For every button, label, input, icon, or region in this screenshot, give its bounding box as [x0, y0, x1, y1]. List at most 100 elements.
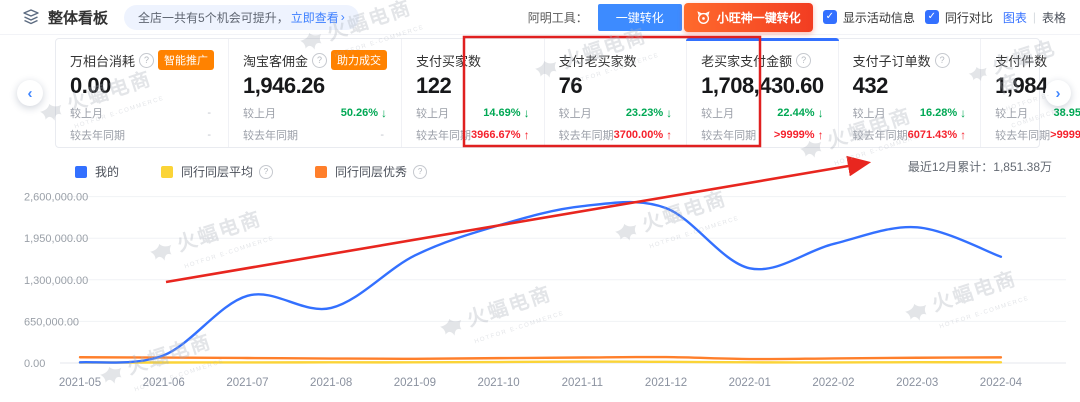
banner-text: 全店一共有5个机会可提升，: [138, 10, 289, 25]
summary-value: 1,851.38万: [993, 160, 1052, 174]
x-tick-label: 2021-08: [310, 377, 352, 389]
checkbox-checked-icon: ✓: [822, 10, 837, 24]
chart-plot-area[interactable]: [60, 190, 1065, 365]
layers-icon: [22, 8, 40, 26]
y-tick-label: 1,300,000.00: [24, 275, 88, 287]
chevron-right-icon: ›: [1055, 84, 1061, 102]
yoy-value: -: [207, 129, 212, 141]
yoy-value: 3700.00%: [613, 129, 664, 141]
mom-label: 较上月: [852, 108, 886, 120]
kpi-card-pay-buyers[interactable]: 支付买家数 122 较上月 14.69% ↓ 较去年同期 3966.67% ↑: [402, 39, 545, 147]
kpi-title: 支付子订单数: [852, 53, 931, 69]
mom-label: 较上月: [416, 108, 450, 120]
mom-label: 较上月: [70, 108, 103, 120]
kpi-title: 淘宝客佣金: [243, 53, 309, 69]
mom-value: -: [207, 107, 212, 119]
view-table-tab[interactable]: 表格: [1041, 10, 1066, 25]
x-tick-label: 2022-02: [812, 377, 854, 389]
info-icon[interactable]: ?: [312, 52, 328, 68]
legend-swatch: [161, 165, 174, 178]
mom-label: 较上月: [243, 108, 277, 120]
kpi-card-pay-old-buyers[interactable]: 支付老买家数 76 较上月 23.23% ↓ 较去年同期 3700.00% ↑: [545, 39, 688, 147]
trend-arrow-icon: ↓: [523, 106, 530, 120]
header-bar: 整体看板 全店一共有5个机会可提升， 立即查看 › 阿明工具： 一键转化 小旺神…: [0, 0, 1080, 35]
kpi-value: 1,984: [995, 73, 1048, 98]
yoy-value: 3966.67%: [471, 129, 521, 141]
trend-arrow-icon: ↓: [960, 106, 967, 120]
y-tick-label: 2,600,000.00: [24, 192, 88, 204]
kpi-badge: 智能推广: [158, 50, 215, 70]
twelve-month-total: 最近12月累计：1,851.38万: [908, 158, 1052, 175]
view-now-link[interactable]: 立即查看: [290, 10, 339, 25]
toolbar: 阿明工具： 一键转化 小旺神一键转化 ✓ 显示活动信息 ✓ 同行对比 图表 | …: [528, 2, 1066, 32]
show-activity-checkbox[interactable]: ✓ 显示活动信息: [822, 9, 915, 26]
yoy-label: 较去年同期: [852, 130, 908, 142]
yoy-label: 较去年同期: [995, 130, 1051, 142]
kpi-title: 支付买家数: [416, 53, 482, 69]
mom-value: 50.26%: [340, 107, 379, 119]
kpi-value: 1,946.26: [243, 73, 325, 98]
info-icon[interactable]: ?: [139, 52, 155, 68]
peer-compare-label: 同行对比: [944, 10, 993, 25]
trend-arrow-icon: ↓: [381, 106, 388, 120]
info-icon[interactable]: ?: [259, 164, 274, 179]
kpi-card-old-buyer-amount[interactable]: 老买家支付金额? 1,708,430.60 较上月 22.44% ↓ 较去年同期 >9…: [686, 38, 840, 147]
kpi-card-wanxiangtai[interactable]: 万相台消耗? 智能推广 0.00 较上月 - 较去年同期 -: [56, 39, 230, 147]
chart-legend: 我的 同行同层平均 ? 同行同层优秀 ?: [75, 163, 428, 180]
opportunity-banner: 全店一共有5个机会可提升， 立即查看 ›: [124, 4, 359, 30]
mom-value: 16.28%: [919, 107, 958, 119]
y-tick-label: 0.00: [24, 358, 45, 370]
yoy-value: -: [380, 129, 385, 141]
yoy-label: 较去年同期: [243, 130, 299, 142]
x-tick-label: 2021-07: [226, 377, 268, 389]
kpi-value: 0.00: [70, 73, 111, 98]
trend-arrow-icon: ↑: [523, 128, 530, 142]
kpi-value: 122: [416, 73, 452, 98]
kpi-value: 432: [852, 73, 889, 98]
kpi-title: 支付件数: [995, 53, 1048, 69]
view-toggle-divider: |: [1032, 10, 1036, 24]
info-icon[interactable]: ?: [413, 164, 428, 179]
yoy-label: 较去年同期: [70, 130, 125, 142]
legend-label: 同行同层优秀: [335, 165, 408, 179]
trend-arrow-icon: ↓: [817, 106, 824, 120]
yoy-label: 较去年同期: [701, 130, 757, 142]
yoy-label: 较去年同期: [558, 130, 614, 142]
view-toggle: 图表 | 表格: [1003, 9, 1066, 26]
view-chart-tab[interactable]: 图表: [1002, 10, 1027, 25]
y-tick-label: 650,000.00: [24, 316, 79, 328]
yoy-value: >9999%: [773, 129, 815, 141]
info-icon[interactable]: ?: [796, 52, 812, 68]
chevron-left-icon: ‹: [27, 84, 33, 102]
legend-item-peer-best[interactable]: 同行同层优秀 ?: [315, 163, 428, 180]
trend-arrow-icon: ↑: [666, 128, 673, 142]
trend-arrow-icon: ↑: [960, 128, 967, 142]
kpi-title: 支付老买家数: [558, 53, 637, 69]
x-tick-label: 2022-01: [729, 377, 771, 389]
kpi-card-taobaoke[interactable]: 淘宝客佣金? 助力成交 1,946.26 较上月 50.26% ↓ 较去年同期 -: [229, 39, 403, 147]
yoy-label: 较去年同期: [416, 130, 472, 142]
cat-icon: [697, 10, 710, 24]
mom-value: 22.44%: [777, 107, 815, 119]
x-tick-label: 2021-06: [143, 377, 185, 389]
info-icon[interactable]: ?: [934, 52, 950, 68]
legend-item-peer-average[interactable]: 同行同层平均 ?: [161, 163, 274, 180]
yoy-value: 6071.43%: [907, 129, 958, 141]
carousel-next-button[interactable]: ›: [1045, 80, 1071, 106]
mom-label: 较上月: [995, 108, 1029, 120]
x-tick-label: 2022-04: [980, 377, 1023, 389]
xiaowangshen-convert-button[interactable]: 小旺神一键转化: [683, 2, 813, 32]
legend-label: 同行同层平均: [181, 165, 254, 179]
carousel-prev-button[interactable]: ‹: [17, 80, 43, 106]
one-key-convert-button[interactable]: 一键转化: [597, 3, 682, 31]
x-tick-label: 2021-10: [477, 377, 519, 389]
x-tick-label: 2021-11: [562, 377, 603, 389]
yoy-value: >9999%: [1050, 129, 1080, 141]
legend-item-mine[interactable]: 我的: [75, 163, 119, 180]
x-tick-label: 2022-03: [896, 377, 938, 389]
legend-swatch: [75, 165, 87, 178]
peer-compare-checkbox[interactable]: ✓ 同行对比: [924, 9, 993, 26]
trend-arrow-icon: ↑: [817, 128, 824, 142]
kpi-card-sub-orders[interactable]: 支付子订单数? 432 较上月 16.28% ↓ 较去年同期 6071.43% ↑: [839, 39, 982, 147]
